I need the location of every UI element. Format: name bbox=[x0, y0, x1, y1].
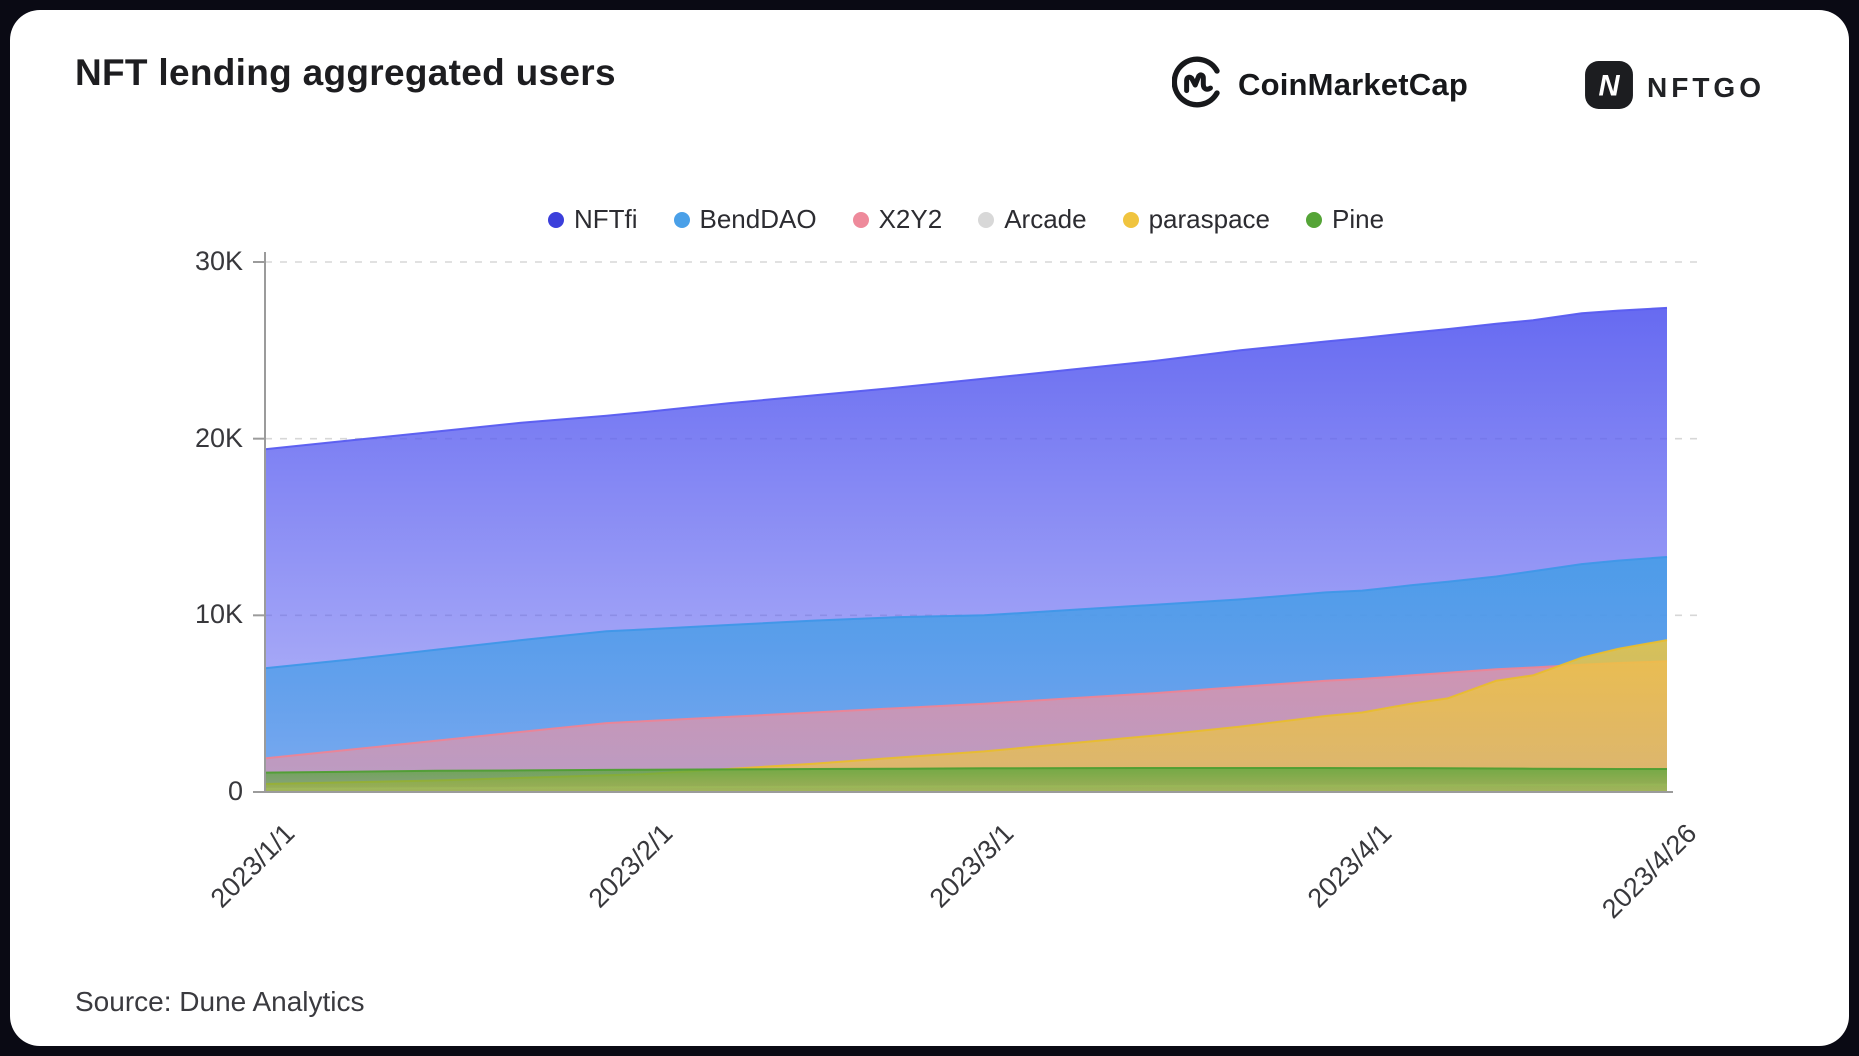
legend-label-Pine: Pine bbox=[1332, 204, 1385, 234]
nftgo-wordmark: NFTGO bbox=[1647, 71, 1765, 103]
legend-dot-paraspace bbox=[1122, 211, 1139, 228]
legend-label-BendDAO: BendDAO bbox=[699, 204, 817, 234]
legend-item-X2Y2: X2Y2 bbox=[852, 204, 943, 235]
legend-item-Pine: Pine bbox=[1306, 204, 1384, 235]
legend-dot-X2Y2 bbox=[852, 211, 869, 228]
legend-item-NFTfi: NFTfi bbox=[547, 204, 638, 235]
coinmarketcap-wordmark: CoinMarketCap bbox=[1238, 66, 1468, 102]
legend-dot-Arcade bbox=[978, 211, 995, 228]
legend-label-Arcade: Arcade bbox=[1004, 204, 1087, 234]
coinmarketcap-logo: CoinMarketCap bbox=[1171, 56, 1468, 113]
legend-label-NFTfi: NFTfi bbox=[573, 204, 638, 234]
nftgo-icon: N bbox=[1584, 60, 1634, 115]
legend-item-Arcade: Arcade bbox=[978, 204, 1087, 235]
legend-label-paraspace: paraspace bbox=[1148, 204, 1270, 234]
nftgo-logo: N NFTGO bbox=[1584, 60, 1765, 115]
legend-label-X2Y2: X2Y2 bbox=[878, 204, 943, 234]
y-tick-20K: 20K bbox=[194, 422, 243, 453]
legend-item-BendDAO: BendDAO bbox=[673, 204, 817, 235]
page-title: NFT lending aggregated users bbox=[75, 52, 616, 93]
source-note: Source: Dune Analytics bbox=[75, 986, 365, 1017]
y-tick-10K: 10K bbox=[194, 599, 243, 630]
coinmarketcap-icon bbox=[1171, 56, 1224, 113]
legend-dot-Pine bbox=[1306, 211, 1322, 228]
chart-legend: NFTfi BendDAO X2Y2 Arcade paraspace Pine bbox=[265, 204, 1667, 235]
legend-dot-NFTfi bbox=[547, 211, 564, 228]
y-tick-0: 0 bbox=[227, 776, 243, 806]
legend-item-paraspace: paraspace bbox=[1122, 204, 1270, 235]
y-tick-30K: 30K bbox=[194, 246, 243, 276]
svg-text:N: N bbox=[1598, 70, 1620, 102]
legend-dot-BendDAO bbox=[673, 211, 690, 228]
